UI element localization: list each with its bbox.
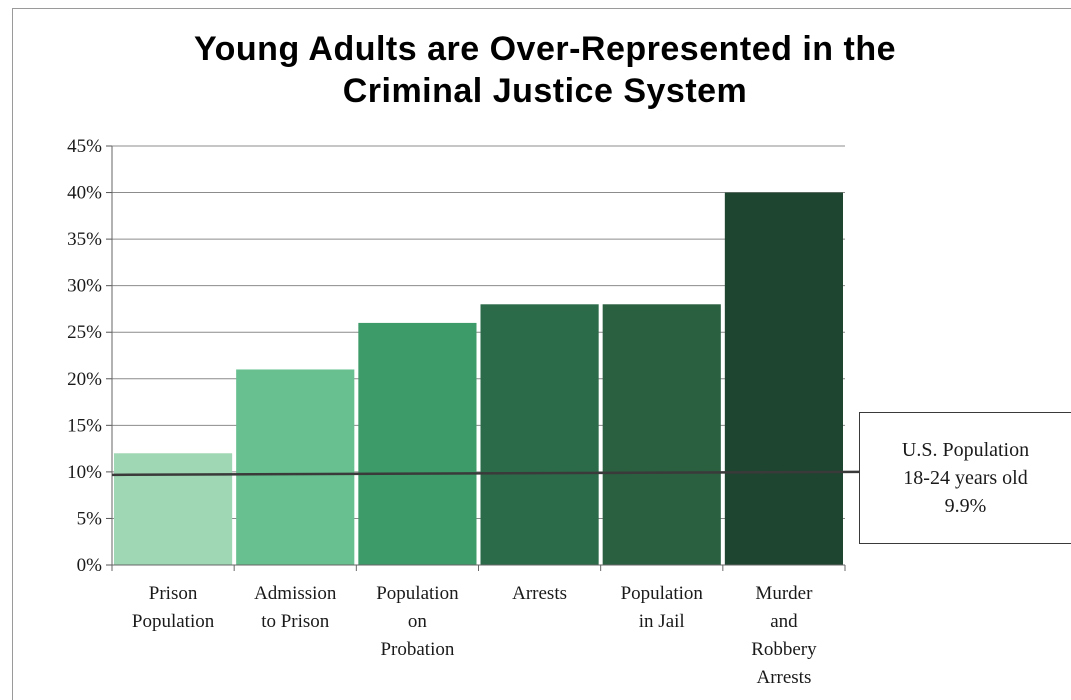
y-tick-label: 10% — [67, 462, 102, 483]
y-tick-label: 15% — [67, 415, 102, 436]
x-tick-label: Prison Population — [132, 583, 215, 632]
reference-label-line-2: 18-24 years old — [903, 467, 1028, 489]
x-tick-label: Admission to Prison — [254, 583, 337, 632]
chart-title: Young Adults are Over-Represented in the… — [193, 30, 896, 110]
x-tick-label: Population on Probation — [376, 583, 459, 660]
bars — [114, 192, 843, 566]
y-tick-label: 40% — [67, 183, 102, 204]
y-tick-label: 45% — [67, 136, 102, 157]
bar — [236, 369, 355, 565]
reference-line-layer — [111, 470, 860, 477]
axis-labels: 0% 5% 10% 15% 20% 25% 30% 35% 40% 45% Prison Popula… — [67, 136, 817, 688]
y-tick-label: 0% — [77, 555, 103, 576]
y-tick-label: 5% — [77, 508, 103, 529]
x-tick-label: Population in Jail — [621, 583, 704, 632]
bar — [358, 322, 477, 565]
reference-label-line-1: U.S. Population — [901, 439, 1030, 461]
bar — [114, 453, 233, 565]
bar — [480, 304, 599, 565]
x-tick-label: Arrests — [512, 583, 567, 604]
reference-annotation: U.S. Population 18-24 years old 9.9% — [859, 412, 1071, 544]
reference-line — [111, 470, 860, 477]
y-tick-label: 25% — [67, 322, 102, 343]
bar — [724, 192, 843, 566]
y-tick-label: 20% — [67, 369, 102, 390]
reference-label-line-3: 9.9% — [944, 495, 987, 517]
y-tick-label: 35% — [67, 229, 102, 250]
x-tick-label: Murder and Robbery Arrests — [751, 583, 817, 688]
bar — [602, 304, 721, 565]
axes — [106, 145, 846, 571]
y-tick-label: 30% — [67, 276, 102, 297]
